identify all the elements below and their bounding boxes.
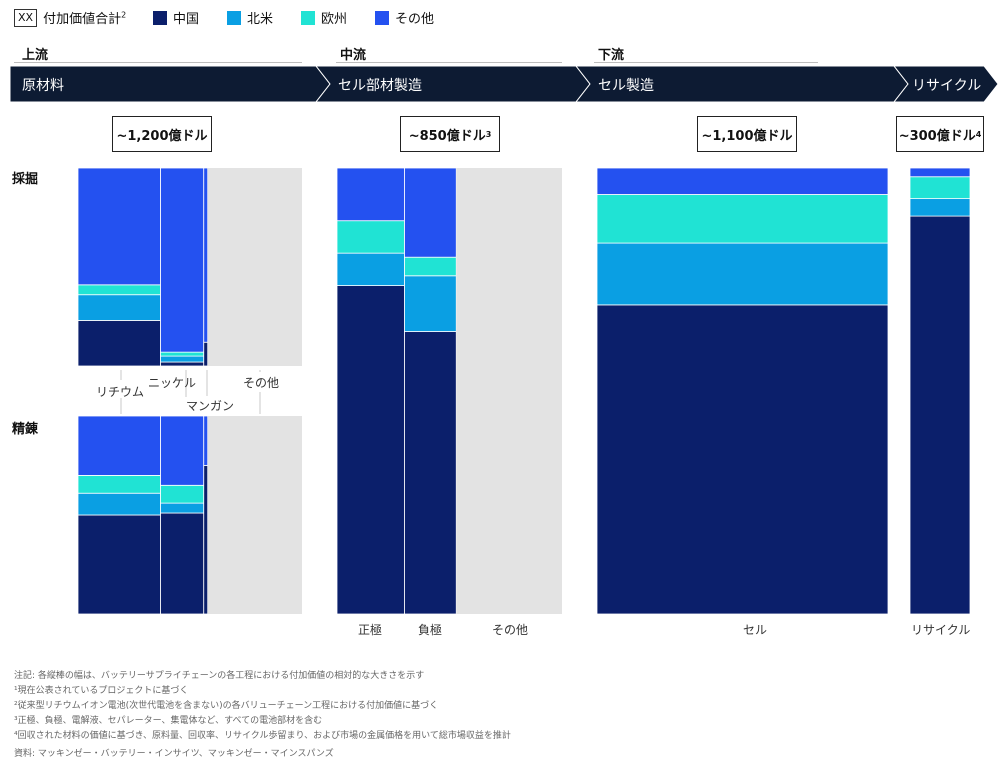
panel-3-col-0-other-segment: [596, 167, 889, 195]
panel-1-col-1-other-segment: [160, 415, 205, 486]
legend-north-america: 北米: [227, 8, 273, 27]
panel-2-col-1-china-segment: [404, 331, 457, 615]
panel-4-col-0-europe-segment: [909, 176, 971, 200]
panel-1-col-1-north-america-segment: [160, 502, 205, 514]
panel-2-col-0-north-america-segment: [336, 252, 405, 286]
panel-0-col-0-china-segment: [77, 320, 161, 367]
value-recycling-sup: 4: [975, 129, 982, 139]
panel-4-col-0-china-segment: [909, 215, 971, 615]
stage-chevron-band: [9, 66, 999, 102]
panel-1-col-0-europe-segment: [77, 474, 161, 494]
legend-total-box: XX: [14, 8, 38, 27]
value-recycling: ~300億ドル 4: [896, 116, 984, 152]
panel-0-col-0-europe-segment: [77, 284, 161, 296]
panel-0-col-1-europe-segment: [160, 351, 205, 357]
note-3: ³正極、負極、電解液、セパレーター、集電体など、すべての電池部材を含む: [14, 716, 323, 726]
panel-1-col-1-china-segment: [160, 512, 205, 615]
panel-4-col-0-north-america-segment: [909, 198, 971, 217]
value-cell-components-text: ~850億ドル: [408, 128, 486, 144]
category-cell-label: セル: [743, 623, 768, 637]
category-recycling-label: リサイクル: [911, 623, 971, 637]
legend-europe-label: 欧州: [321, 12, 348, 27]
panel-1-col-2-china-segment: [203, 465, 209, 615]
panel-2-col-2-na: [456, 168, 562, 614]
category-other-materials-label: その他: [243, 376, 280, 390]
value-recycling-text: ~300億ドル: [898, 128, 976, 144]
chevron-raw-materials-label: 原材料: [22, 78, 64, 94]
value-cell-components: ~850億ドル 3: [400, 116, 500, 152]
panel-2-col-0-europe-segment: [336, 220, 405, 254]
panel-0-col-0-other-segment: [77, 167, 161, 286]
note-1: ¹現在公表されているプロジェクトに基づく: [14, 686, 189, 696]
category-manganese-label: マンガン: [186, 399, 235, 413]
panel-0-col-2-china-segment: [203, 341, 209, 367]
panel-0-col-1-china-segment: [160, 361, 205, 367]
chevron-cell-components: [315, 66, 591, 102]
category-lithium-label: リチウム: [96, 385, 145, 399]
panel-1-col-0-other-segment: [77, 415, 161, 476]
legend-total-label: 付加価値合計2: [43, 10, 127, 27]
stage-downstream-line: [594, 62, 818, 63]
legend-other-label: その他: [395, 12, 435, 27]
category-cathode-label: 正極: [358, 623, 383, 637]
panel-0-col-1-other-segment: [160, 167, 205, 353]
legend-europe: 欧州: [301, 8, 347, 27]
stage-midstream-line: [336, 62, 562, 63]
panel-2-col-0-other-segment: [336, 167, 405, 222]
category-nickel-label: ニッケル: [148, 376, 197, 390]
legend-other: その他: [375, 8, 434, 27]
row-refining-label: 精錬: [12, 422, 39, 437]
panel-3-col-0-europe-segment: [596, 194, 889, 244]
chevron-recycling-label: リサイクル: [912, 78, 982, 94]
panel-2-col-1-north-america-segment: [404, 275, 457, 332]
legend-europe-swatch: [301, 10, 315, 25]
panel-1-col-2-other-segment: [203, 415, 209, 466]
stage-midstream-label: 中流: [340, 48, 367, 63]
panel-1-col-1-europe-segment: [160, 484, 205, 504]
note-0: 注記: 各縦棒の幅は、バッテリーサプライチェーンの各工程における付加価値の相対的…: [14, 671, 425, 681]
value-raw-materials: ~1,200億ドル: [112, 116, 212, 152]
legend-other-swatch: [375, 10, 389, 25]
legend-total: XX 付加価値合計2: [14, 8, 126, 27]
chevron-cell-components-label: セル部材製造: [338, 78, 422, 94]
panel-2-col-1-other-segment: [404, 167, 457, 258]
panel-1-col-0-north-america-segment: [77, 492, 161, 516]
row-mining-label: 採掘: [12, 172, 39, 187]
legend-china-swatch: [153, 10, 167, 25]
stage-upstream-line: [14, 62, 302, 63]
legend-north-america-label: 北米: [247, 12, 274, 27]
panel-0-col-2-other-segment: [203, 167, 209, 343]
chevron-cell-manufacturing-label: セル製造: [598, 78, 654, 94]
panel-3-col-0-china-segment: [596, 304, 889, 615]
note-4: ⁴回収された材料の価値に基づき、原料量、回収率、リサイクル歩留まり、および市場の…: [14, 731, 511, 741]
panel-0-col-3-na: [207, 168, 302, 366]
value-cell-components-sup: 3: [485, 129, 492, 139]
chevron-recycling: [893, 66, 999, 102]
panel-1-col-3-na: [207, 416, 302, 614]
panel-1-col-0-china-segment: [77, 514, 161, 615]
panel-2-col-1-europe-segment: [404, 256, 457, 277]
legend-china: 中国: [153, 8, 199, 27]
note-2: ²従来型リチウムイオン電池(次世代電池を含まない)の各バリューチェーン工程におけ…: [14, 701, 439, 711]
panel-0-col-1-north-america-segment: [160, 355, 205, 363]
marimekko-chart: [77, 167, 971, 615]
stage-downstream-label: 下流: [598, 48, 625, 63]
panel-3-col-0-north-america-segment: [596, 242, 889, 306]
chevron-cell-manufacturing: [575, 66, 909, 102]
category-anode-label: 負極: [418, 623, 443, 637]
panel-0-col-0-north-america-segment: [77, 294, 161, 321]
stage-upstream-label: 上流: [22, 48, 49, 63]
panel-2-col-0-china-segment: [336, 285, 405, 615]
category-other-components-label: その他: [492, 623, 529, 637]
value-cell-manufacturing: ~1,100億ドル: [697, 116, 797, 152]
source-note: 資料: マッキンゼー・バッテリー・インサイツ、マッキンゼー・マインスパンズ: [14, 749, 334, 759]
legend-north-america-swatch: [227, 10, 241, 25]
legend-china-label: 中国: [173, 12, 200, 27]
panel-4-col-0-other-segment: [909, 167, 971, 178]
